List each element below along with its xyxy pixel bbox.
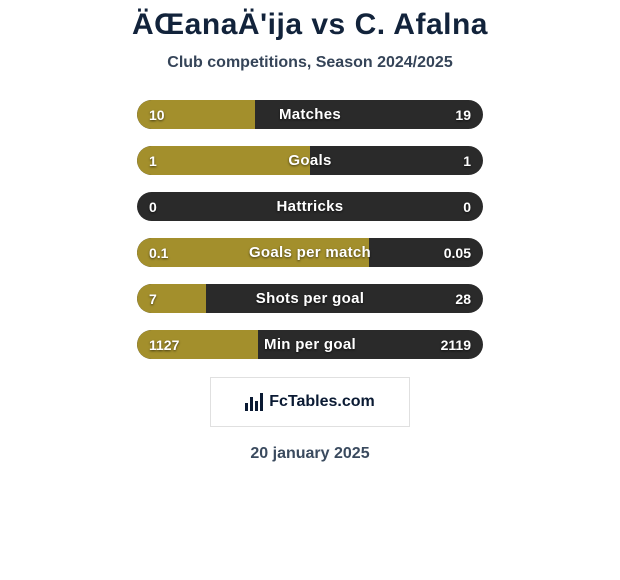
stat-bar: 728Shots per goal bbox=[137, 284, 483, 313]
team-marker-left bbox=[10, 101, 110, 129]
stats-rows: 1019Matches 11Goals 00Hattricks 0.10.05Goal… bbox=[0, 100, 620, 359]
branding-text: FcTables.com bbox=[269, 393, 375, 411]
stat-row: 11Goals bbox=[0, 146, 620, 175]
stat-label: Shots per goal bbox=[137, 290, 483, 307]
stat-label: Min per goal bbox=[137, 336, 483, 353]
subtitle: Club competitions, Season 2024/2025 bbox=[167, 54, 452, 72]
page-title: ÄŒanaÄ'ija vs C. Afalna bbox=[132, 8, 488, 42]
stat-bar: 0.10.05Goals per match bbox=[137, 238, 483, 267]
team-marker-right bbox=[510, 147, 610, 175]
team-marker-left bbox=[10, 147, 110, 175]
stat-label: Goals bbox=[137, 152, 483, 169]
team-marker-right bbox=[510, 101, 610, 129]
stat-row: 1019Matches bbox=[0, 100, 620, 129]
stat-bar: 00Hattricks bbox=[137, 192, 483, 221]
date-text: 20 january 2025 bbox=[250, 445, 369, 463]
stat-bar: 11272119Min per goal bbox=[137, 330, 483, 359]
stat-row: 0.10.05Goals per match bbox=[0, 238, 620, 267]
stat-label: Goals per match bbox=[137, 244, 483, 261]
stat-row: 00Hattricks bbox=[0, 192, 620, 221]
stat-row: 728Shots per goal bbox=[0, 284, 620, 313]
stat-bar: 1019Matches bbox=[137, 100, 483, 129]
bar-chart-icon bbox=[245, 393, 263, 411]
stat-row: 11272119Min per goal bbox=[0, 330, 620, 359]
stat-bar: 11Goals bbox=[137, 146, 483, 175]
branding-box: FcTables.com bbox=[210, 377, 410, 427]
stat-label: Matches bbox=[137, 106, 483, 123]
stat-label: Hattricks bbox=[137, 198, 483, 215]
